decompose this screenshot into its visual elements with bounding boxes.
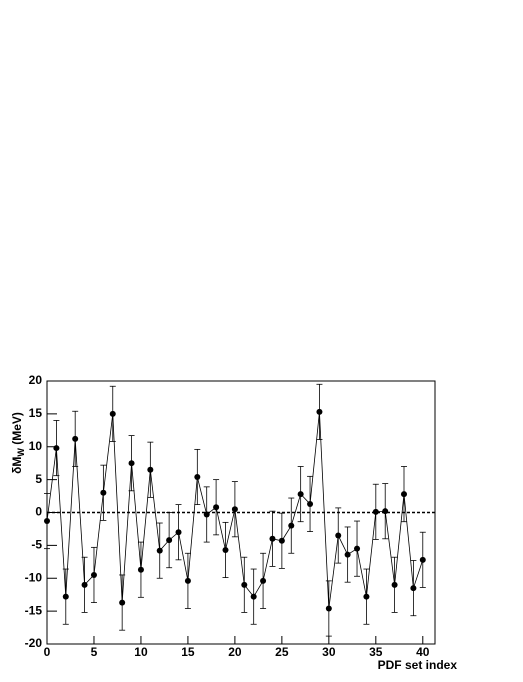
data-point bbox=[137, 566, 144, 573]
x-tick-label: 15 bbox=[181, 645, 195, 659]
data-point bbox=[260, 577, 267, 584]
data-point bbox=[269, 535, 276, 542]
data-point bbox=[410, 585, 417, 592]
data-point bbox=[382, 508, 389, 515]
y-tick-label: 20 bbox=[29, 373, 43, 387]
x-tick-label: 5 bbox=[91, 645, 98, 659]
data-point bbox=[90, 571, 97, 578]
x-tick-label: 20 bbox=[228, 645, 242, 659]
data-point bbox=[316, 408, 323, 415]
y-label-sub: W bbox=[16, 448, 26, 457]
y-tick-label: -5 bbox=[31, 538, 42, 552]
y-tick-label: 10 bbox=[29, 439, 43, 453]
data-point bbox=[147, 466, 154, 473]
data-point bbox=[109, 410, 116, 417]
data-point bbox=[222, 546, 229, 553]
data-point bbox=[213, 504, 220, 511]
data-point bbox=[72, 435, 79, 442]
data-point bbox=[344, 551, 351, 558]
data-point bbox=[156, 547, 163, 554]
y-label-main: δM bbox=[10, 457, 24, 474]
data-point bbox=[288, 522, 295, 529]
data-point bbox=[400, 491, 407, 498]
data-point bbox=[297, 491, 304, 498]
x-tick-label: 0 bbox=[44, 645, 51, 659]
x-tick-label: 25 bbox=[275, 645, 289, 659]
y-label-unit: (MeV) bbox=[10, 412, 24, 448]
x-tick-label: 10 bbox=[134, 645, 148, 659]
data-point bbox=[278, 537, 285, 544]
y-tick-label: 0 bbox=[35, 505, 42, 519]
data-point bbox=[53, 445, 60, 452]
data-point bbox=[354, 545, 361, 552]
data-point bbox=[44, 518, 50, 525]
data-point bbox=[81, 581, 88, 588]
data-point bbox=[241, 581, 248, 588]
data-point bbox=[203, 511, 210, 518]
data-point bbox=[128, 460, 135, 467]
data-point bbox=[335, 532, 342, 539]
data-point bbox=[231, 506, 238, 513]
data-point bbox=[363, 593, 370, 600]
x-tick-label: 40 bbox=[416, 645, 430, 659]
data-point bbox=[62, 593, 69, 600]
y-tick-label: 15 bbox=[29, 406, 43, 420]
data-point bbox=[372, 508, 379, 515]
y-tick-label: -15 bbox=[25, 603, 43, 617]
y-tick-label: -20 bbox=[25, 636, 43, 650]
y-axis-label: δMW (MeV) bbox=[10, 412, 26, 474]
data-point bbox=[391, 581, 398, 588]
data-point bbox=[184, 577, 191, 584]
x-tick-label: 30 bbox=[322, 645, 336, 659]
data-point bbox=[250, 593, 257, 600]
data-point bbox=[325, 605, 332, 612]
x-tick-label: 35 bbox=[369, 645, 383, 659]
x-axis-label: PDF set index bbox=[378, 658, 458, 672]
data-point bbox=[166, 537, 173, 544]
data-point bbox=[419, 556, 426, 563]
data-point bbox=[307, 500, 314, 507]
data-point bbox=[194, 473, 201, 480]
data-point bbox=[100, 489, 107, 496]
y-tick-label: 5 bbox=[35, 472, 42, 486]
data-point bbox=[119, 599, 126, 606]
y-tick-label: -10 bbox=[25, 570, 43, 584]
data-point bbox=[175, 529, 182, 536]
